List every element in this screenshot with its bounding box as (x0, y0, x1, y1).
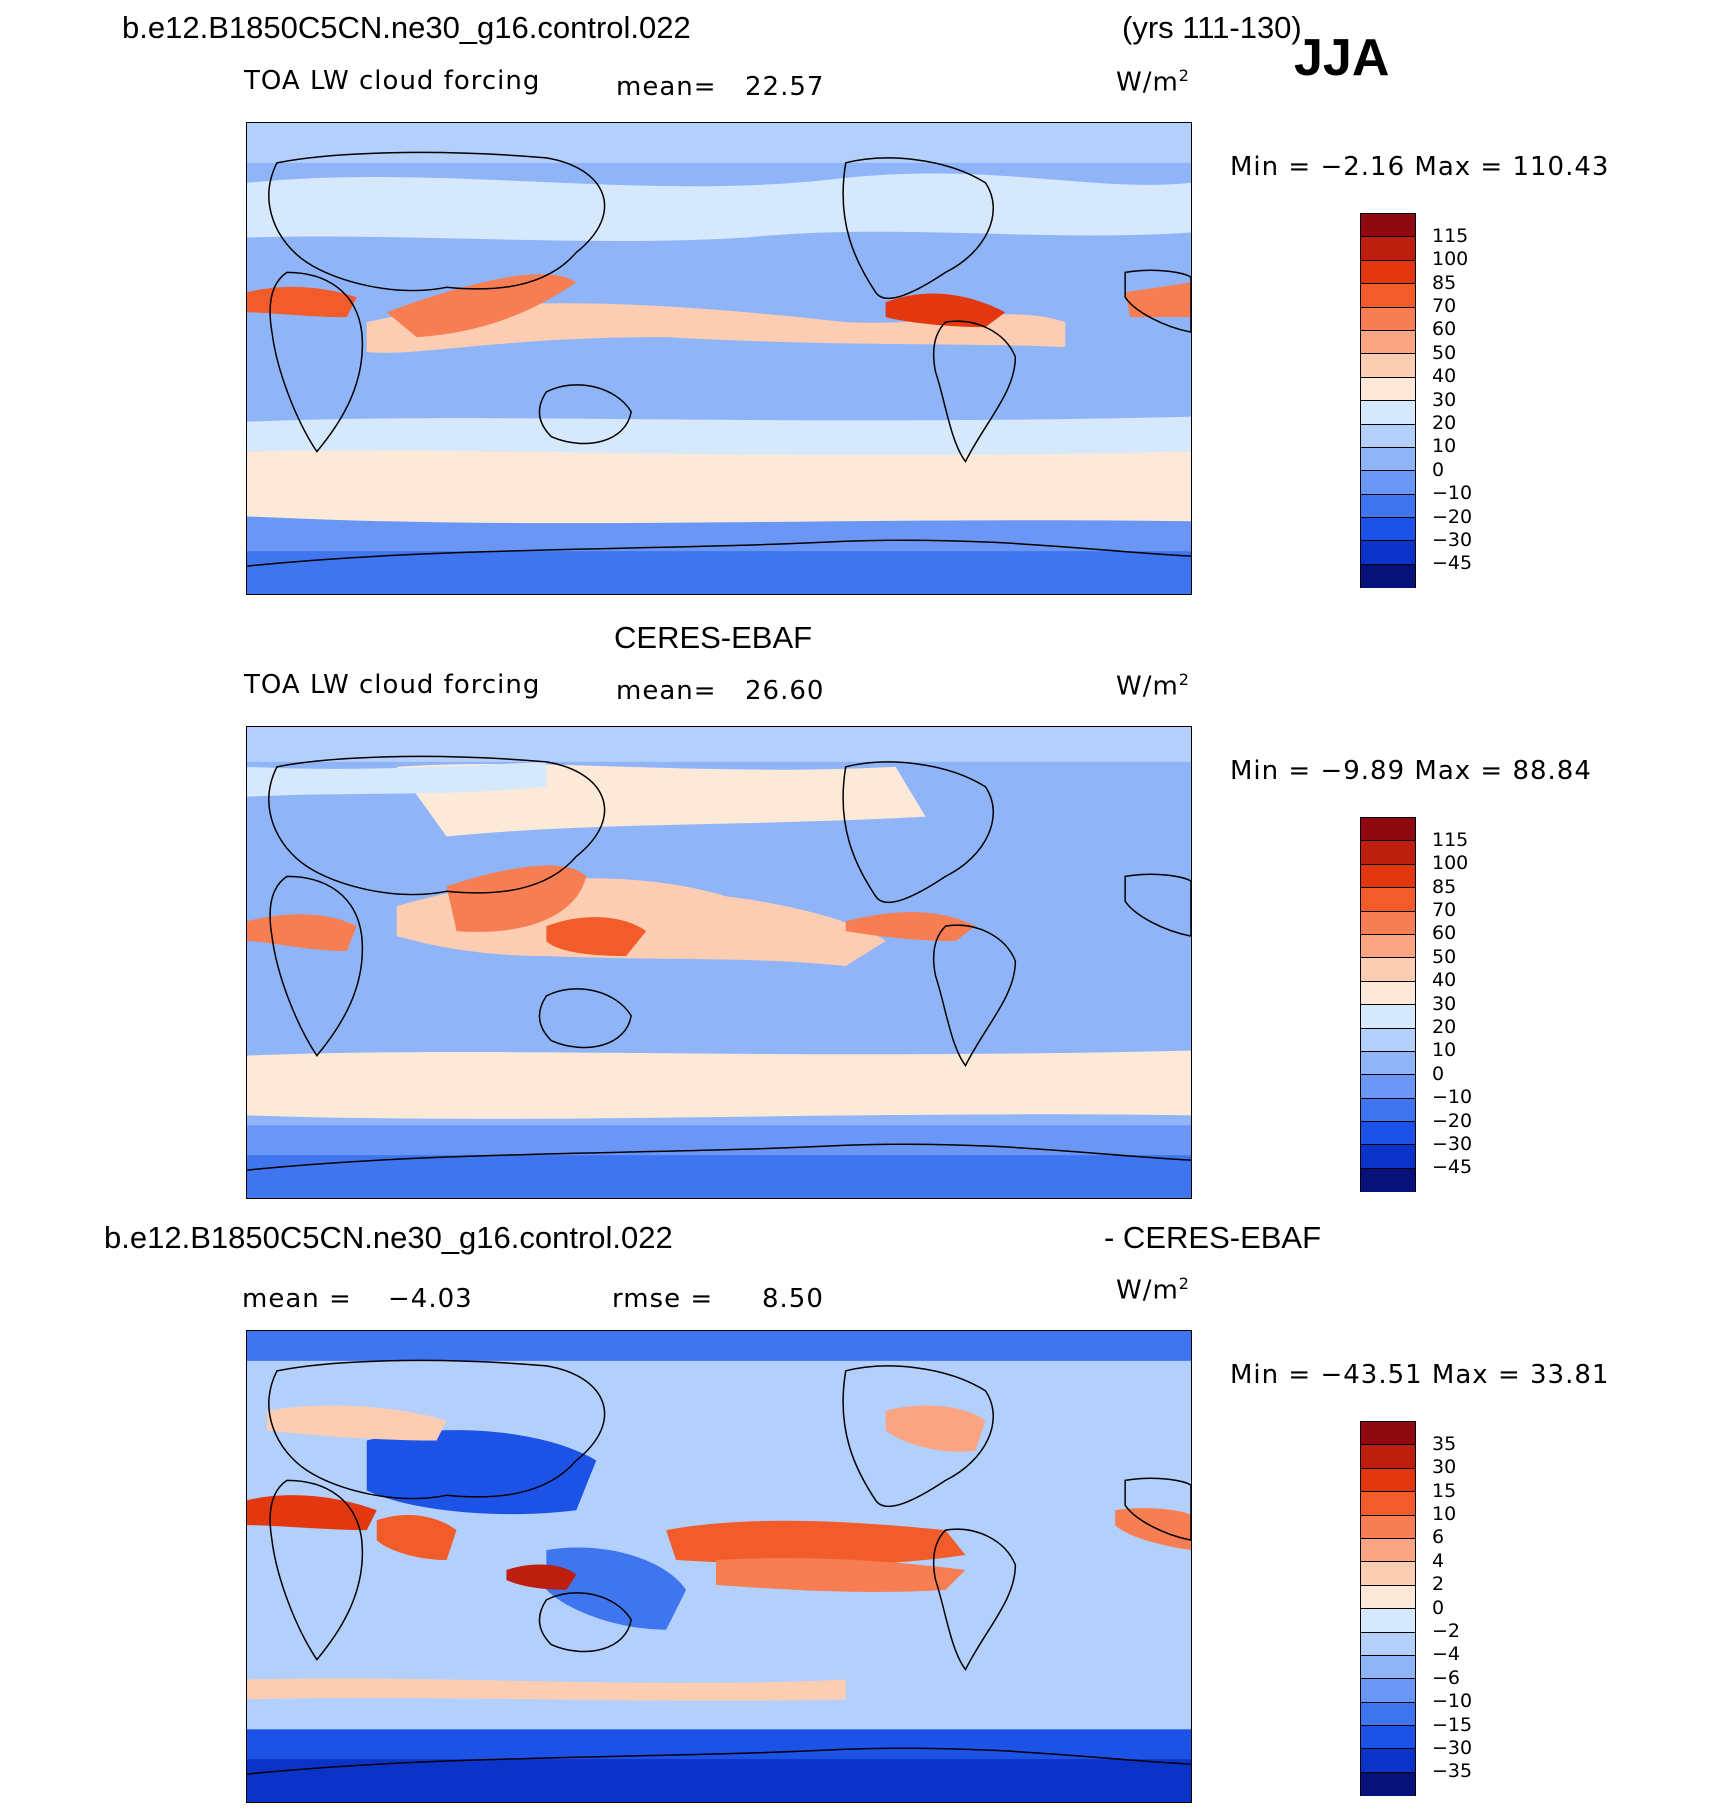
panel2-tick: 70 (1432, 899, 1457, 921)
panel2-mean-label: mean= (616, 676, 717, 706)
panel1-tick: 70 (1432, 295, 1457, 317)
panel2-tick: 115 (1432, 829, 1469, 851)
panel3-tick: −15 (1432, 1714, 1473, 1736)
panel2-tick: 50 (1432, 946, 1457, 968)
panel1-tick: 0 (1432, 459, 1445, 481)
panel3-colorbar (1360, 1421, 1416, 1797)
panel1-mean-value: 22.57 (745, 72, 825, 102)
panel1-tick: 100 (1432, 248, 1469, 270)
panel1-units: W/m2 (1116, 66, 1190, 98)
panel3-tick: 6 (1432, 1526, 1445, 1548)
panel2-variable: TOA LW cloud forcing (244, 670, 541, 700)
panel3-mean-value: −4.03 (388, 1284, 473, 1314)
panel2-tick: 85 (1432, 876, 1457, 898)
panel2-tick: −20 (1432, 1110, 1473, 1132)
panel1-colorbar (1360, 213, 1416, 589)
panel3-tick: 10 (1432, 1503, 1457, 1525)
panel1-tick: 60 (1432, 318, 1457, 340)
panel1-tick: −45 (1432, 552, 1473, 574)
panel1-tick: 85 (1432, 272, 1457, 294)
panel1-map (246, 122, 1192, 595)
panel2-tick: 60 (1432, 922, 1457, 944)
panel3-tick: −2 (1432, 1620, 1461, 1642)
panel3-case-title: b.e12.B1850C5CN.ne30_g16.control.022 (104, 1220, 673, 1255)
panel3-tick: 15 (1432, 1480, 1457, 1502)
panel2-tick: 30 (1432, 993, 1457, 1015)
panel3-rmse-label: rmse = (612, 1284, 714, 1314)
panel3-tick: 0 (1432, 1597, 1445, 1619)
panel2-tick: 100 (1432, 852, 1469, 874)
panel2-mean-value: 26.60 (745, 676, 825, 706)
panel3-tick: 35 (1432, 1433, 1457, 1455)
panel2-tick: 0 (1432, 1063, 1445, 1085)
case-title: b.e12.B1850C5CN.ne30_g16.control.022 (122, 10, 691, 45)
panel3-tick: 2 (1432, 1573, 1445, 1595)
panel2-tick: −30 (1432, 1133, 1473, 1155)
panel1-tick: −30 (1432, 529, 1473, 551)
panel2-tick: 40 (1432, 969, 1457, 991)
panel2-tick: −45 (1432, 1156, 1473, 1178)
panel2-colorbar (1360, 817, 1416, 1193)
panel1-mean-label: mean= (616, 72, 717, 102)
panel3-tick: −4 (1432, 1643, 1461, 1665)
panel3-tick: 4 (1432, 1550, 1445, 1572)
panel3-tick: −35 (1432, 1760, 1473, 1782)
panel1-tick: 30 (1432, 389, 1457, 411)
panel3-minmax: Min = −43.51 Max = 33.81 (1230, 1360, 1610, 1390)
season-label: JJA (1294, 29, 1390, 87)
panel3-mean-label: mean = (242, 1284, 352, 1314)
panel2-tick: 10 (1432, 1039, 1457, 1061)
panel2-map (246, 726, 1192, 1199)
panel1-tick: 10 (1432, 435, 1457, 457)
panel1-tick: 20 (1432, 412, 1457, 434)
panel3-tick: −6 (1432, 1667, 1461, 1689)
panel3-rmse-value: 8.50 (762, 1284, 824, 1314)
panel1-tick: 50 (1432, 342, 1457, 364)
panel3-tick: −30 (1432, 1737, 1473, 1759)
panel3-units: W/m2 (1116, 1274, 1190, 1306)
panel1-tick: −10 (1432, 482, 1473, 504)
panel1-variable: TOA LW cloud forcing (244, 66, 541, 96)
panel3-tick: 30 (1432, 1456, 1457, 1478)
panel2-title: CERES-EBAF (614, 620, 813, 655)
panel2-tick: 20 (1432, 1016, 1457, 1038)
panel1-tick: 115 (1432, 225, 1469, 247)
panel1-minmax: Min = −2.16 Max = 110.43 (1230, 152, 1610, 182)
panel2-tick: −10 (1432, 1086, 1473, 1108)
panel2-minmax: Min = −9.89 Max = 88.84 (1230, 756, 1592, 786)
panel3-map (246, 1330, 1192, 1803)
panel3-title-right: - CERES-EBAF (1104, 1220, 1322, 1255)
panel2-units: W/m2 (1116, 670, 1190, 702)
panel1-tick: 40 (1432, 365, 1457, 387)
years-label: (yrs 111-130) (1122, 10, 1302, 45)
panel3-tick: −10 (1432, 1690, 1473, 1712)
panel1-tick: −20 (1432, 506, 1473, 528)
